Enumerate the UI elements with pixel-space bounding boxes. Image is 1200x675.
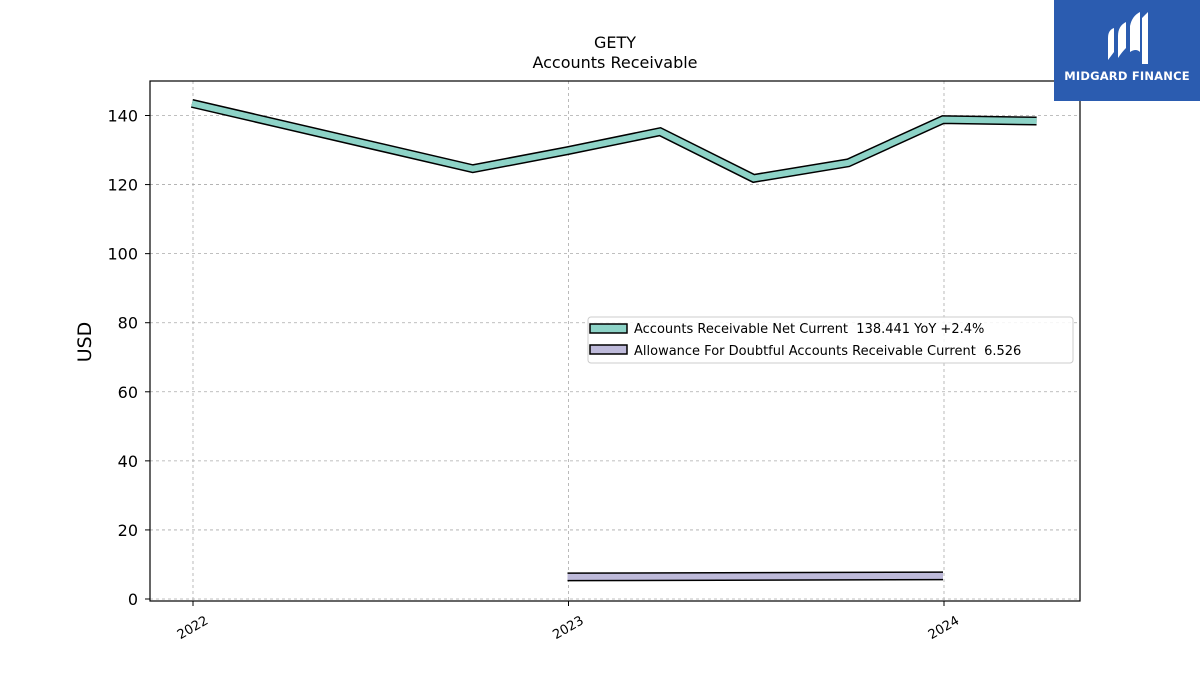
x-tick-label: 2024 (926, 613, 962, 643)
y-tick-label: 120 (107, 176, 138, 195)
plot-frame (149, 80, 1081, 602)
y-tick-label: 0 (128, 590, 138, 609)
logo-text: MIDGARD FINANCE (1064, 69, 1190, 83)
legend-swatch-net-current (589, 323, 628, 334)
legend-frame (587, 316, 1074, 364)
y-tick-label: 20 (118, 521, 138, 540)
chart-series (190, 99, 1037, 582)
legend-swatch-allowance (589, 344, 628, 355)
y-axis-label: USD (74, 322, 96, 363)
x-tick-label: 2023 (550, 613, 586, 643)
x-tick-label: 2022 (175, 613, 211, 643)
legend-label-net-current: Accounts Receivable Net Current 138.441 … (634, 322, 984, 337)
y-tick-label: 140 (107, 107, 138, 126)
chart-axes: 0 20 40 60 80 100 120 140 2022 2023 2024 (107, 80, 1081, 643)
legend-label-allowance: Allowance For Doubtful Accounts Receivab… (634, 344, 1021, 359)
y-tick-label: 100 (107, 245, 138, 264)
y-tick-label: 80 (118, 314, 138, 333)
series-0-line (191, 100, 1037, 182)
y-tick-label: 40 (118, 452, 138, 471)
chart-subtitle: Accounts Receivable (532, 53, 697, 72)
y-tick-label: 60 (118, 383, 138, 402)
legend: Accounts Receivable Net Current 138.441 … (587, 316, 1074, 364)
midgard-finance-logo: MIDGARD FINANCE (1054, 0, 1200, 101)
midgard-m-logo-icon (1108, 12, 1148, 64)
series-1-line (567, 572, 944, 580)
chart-title: GETY (594, 33, 636, 52)
